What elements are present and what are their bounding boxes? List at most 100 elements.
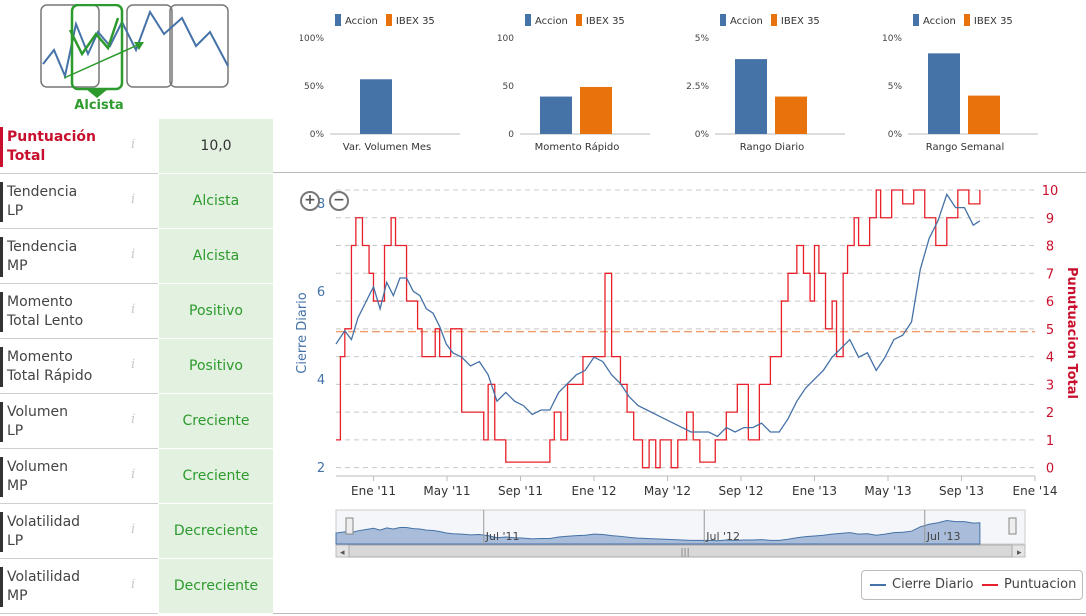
x-tick-label: Ene '12 xyxy=(572,484,617,498)
info-icon[interactable]: i xyxy=(131,522,136,537)
bar-ibex[interactable] xyxy=(775,96,807,134)
navigator-series xyxy=(335,520,981,545)
mini-y-tick-label: 0% xyxy=(888,130,903,140)
bar-accion[interactable] xyxy=(360,79,392,134)
row-marker xyxy=(0,237,3,277)
mini-legend[interactable]: Accion IBEX 35 xyxy=(720,14,820,27)
legend-ibex[interactable]: IBEX 35 xyxy=(973,16,1013,27)
scroll-right-arrow[interactable]: ▸ xyxy=(1017,548,1022,558)
legend-accion[interactable]: Accion xyxy=(345,16,378,27)
legend-swatch-accion xyxy=(335,14,341,26)
x-tick-label: Sep '12 xyxy=(718,484,763,498)
info-icon[interactable]: i xyxy=(131,137,136,152)
indicator-label-line1: Tendencia xyxy=(7,239,78,255)
bottom-divider xyxy=(273,613,1086,614)
right-y-tick-label: 8 xyxy=(1046,240,1054,255)
info-icon[interactable]: i xyxy=(131,302,136,317)
bar-accion[interactable] xyxy=(540,96,572,134)
mini-bar-plot: 0% 50% 100% Var. Volumen Mes xyxy=(300,34,460,153)
row-marker xyxy=(0,292,3,332)
legend-score-label[interactable]: Puntuacion xyxy=(1004,577,1077,592)
mini-legend[interactable]: Accion IBEX 35 xyxy=(335,14,435,27)
legend-accion[interactable]: Accion xyxy=(535,16,568,27)
x-tick-label: May '13 xyxy=(864,484,911,498)
row-marker xyxy=(0,402,3,442)
row-marker xyxy=(0,347,3,387)
zoom-in-icon[interactable]: + xyxy=(300,191,320,211)
indicator-label-cell: Volumen LP i xyxy=(0,394,158,449)
info-icon[interactable]: i xyxy=(131,467,136,482)
legend-ibex[interactable]: IBEX 35 xyxy=(585,16,625,27)
indicator-label: Volatilidad MP xyxy=(7,568,80,606)
mini-category-label: Var. Volumen Mes xyxy=(343,142,431,153)
info-icon[interactable]: i xyxy=(131,247,136,262)
bar-ibex[interactable] xyxy=(580,86,612,134)
legend-swatch-accion xyxy=(720,14,726,26)
mini-y-tick-label: 50 xyxy=(503,82,515,92)
mini-y-tick-label: 0 xyxy=(508,130,514,140)
row-marker xyxy=(0,182,3,222)
scroll-grip[interactable]: ||| xyxy=(681,548,690,558)
legend-ibex[interactable]: IBEX 35 xyxy=(395,16,435,27)
indicator-label-line2: Total Rápido xyxy=(7,368,93,384)
indicator-label-line2: MP xyxy=(7,258,28,274)
series-puntuacion xyxy=(336,189,981,469)
right-y-tick-label: 1 xyxy=(1046,434,1054,449)
mini-y-tick-label: 0% xyxy=(695,130,710,140)
navigator-handle-right[interactable] xyxy=(1008,517,1017,535)
mini-y-tick-label: 50% xyxy=(304,82,324,92)
mini-bar-chart: Accion IBEX 35 0% 50% 100% Var. Volumen Mes xyxy=(300,8,480,168)
zoom-out-icon[interactable]: − xyxy=(329,191,349,211)
indicator-label-cell: Tendencia LP i xyxy=(0,174,158,229)
navigator-handle-left[interactable] xyxy=(345,517,354,535)
indicator-value: Positivo xyxy=(159,339,273,394)
x-tick-label: May '12 xyxy=(644,484,691,498)
info-icon[interactable]: i xyxy=(131,577,136,592)
chart-legend[interactable]: Cierre Diario Puntuacion xyxy=(861,570,1083,600)
mini-bar-plot: 0% 2.5% 5% Rango Diario xyxy=(686,34,845,153)
bar-accion[interactable] xyxy=(735,59,767,134)
indicator-label-line1: Momento xyxy=(7,294,73,310)
indicator-label: Momento Total Lento xyxy=(7,293,83,331)
legend-ibex[interactable]: IBEX 35 xyxy=(780,16,820,27)
indicator-label-line2: LP xyxy=(7,203,24,219)
right-y-tick-label: 5 xyxy=(1046,323,1054,338)
legend-price-label[interactable]: Cierre Diario xyxy=(892,577,974,592)
mini-y-tick-label: 100 xyxy=(497,34,514,44)
indicator-label-cell: Momento Total Rápido i xyxy=(0,339,158,394)
mini-y-tick-label: 5% xyxy=(695,34,710,44)
mini-legend[interactable]: Accion IBEX 35 xyxy=(525,14,625,27)
main-chart: 0 1 2 3 4 5 6 7 8 9 10 2 4 6 8 Ene '11 May '11 Sep '11 Ene… xyxy=(295,184,1079,558)
indicator-label-line2: Total Lento xyxy=(7,313,84,329)
indicator-label: Volatilidad LP xyxy=(7,513,80,551)
mini-y-tick-label: 5% xyxy=(888,82,903,92)
indicator-value: Creciente xyxy=(159,394,273,449)
legend-accion[interactable]: Accion xyxy=(730,16,763,27)
scrollbar-thumb[interactable] xyxy=(348,544,1013,558)
mini-y-tick-label: 2.5% xyxy=(686,82,709,92)
indicator-label-line1: Volumen xyxy=(7,404,68,420)
bar-accion[interactable] xyxy=(928,53,960,134)
legend-swatch-accion xyxy=(913,14,919,26)
indicator-value: Alcista xyxy=(159,229,273,284)
row-marker xyxy=(0,567,3,607)
mini-legend[interactable]: Accion IBEX 35 xyxy=(913,14,1013,27)
indicator-value: Decreciente xyxy=(159,559,273,614)
bar-ibex[interactable] xyxy=(968,95,1000,134)
left-y-tick-label: 2 xyxy=(317,461,325,476)
info-icon[interactable]: i xyxy=(131,192,136,207)
trend-badge: Alcista xyxy=(40,4,230,116)
legend-swatch-ibex xyxy=(385,14,392,26)
info-icon[interactable]: i xyxy=(131,357,136,372)
info-icon[interactable]: i xyxy=(131,412,136,427)
mini-y-tick-label: 10% xyxy=(882,34,902,44)
score-label-line2: Total xyxy=(7,148,46,164)
row-marker xyxy=(0,457,3,497)
indicator-label-line1: Volatilidad xyxy=(7,514,81,530)
scroll-left-arrow[interactable]: ◂ xyxy=(340,548,345,558)
indicator-label-cell: Volatilidad MP i xyxy=(0,559,158,614)
legend-accion[interactable]: Accion xyxy=(923,16,956,27)
score-label-line1: Puntuación xyxy=(7,129,96,145)
indicator-label-line1: Volatilidad xyxy=(7,569,81,585)
mini-bar-plot: 0 50 100 Momento Rápido xyxy=(497,34,650,153)
